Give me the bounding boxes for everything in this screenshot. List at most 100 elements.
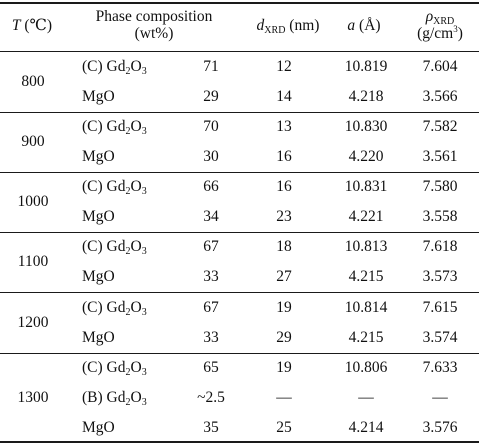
d-xrd-cell: — — [276, 389, 292, 406]
lattice-a-cell: 4.221 — [348, 208, 384, 225]
temperature-cell: 800 — [21, 73, 45, 90]
wt-percent-cell: 35 — [203, 419, 219, 436]
d-xrd-cell: 25 — [276, 419, 292, 436]
phase-subscript: 3 — [141, 126, 147, 137]
wt-percent-cell: ~2.5 — [197, 389, 225, 406]
phase-name-text: MgO — [82, 88, 115, 105]
d-xrd-cell: 13 — [276, 118, 292, 135]
wt-percent-cell: 67 — [203, 299, 219, 316]
wt-percent-cell: 29 — [203, 88, 219, 105]
lattice-a-cell: 10.813 — [344, 238, 388, 255]
phase-name-text: O — [130, 58, 142, 75]
d-xrd-cell: 14 — [276, 88, 292, 105]
phase-name-text: O — [130, 238, 142, 255]
group-rule — [0, 292, 479, 293]
bottom-rule — [0, 441, 479, 443]
lattice-a-cell: 4.215 — [348, 329, 384, 346]
group-rule — [0, 172, 479, 173]
d-xrd-cell: 23 — [276, 208, 292, 225]
rho-xrd-cell: — — [432, 389, 448, 406]
lattice-a-cell: 10.830 — [344, 118, 388, 135]
phase-name-text: (C) Gd — [82, 238, 126, 255]
phase-name-cell: MgO — [82, 148, 182, 166]
phase-name-text: (C) Gd — [82, 299, 126, 316]
phase-subscript: 2 — [125, 66, 131, 77]
phase-name-text: O — [130, 299, 142, 316]
phase-subscript: 2 — [125, 126, 131, 137]
d-xrd-cell: 16 — [276, 178, 292, 195]
wt-percent-cell: 71 — [203, 58, 219, 75]
header-temperature: T (℃) — [11, 17, 53, 34]
phase-name-cell: (C) Gd2O3 — [82, 58, 182, 77]
phase-subscript: 2 — [125, 246, 131, 257]
temperature-cell: 1100 — [17, 253, 49, 270]
d-xrd-cell: 16 — [276, 148, 292, 165]
lattice-a-cell: 10.819 — [344, 58, 388, 75]
header-phase-composition: Phase composition (wt%) — [95, 8, 213, 42]
rho-xrd-cell: 3.566 — [422, 88, 458, 105]
rho-xrd-cell: 3.573 — [422, 268, 458, 285]
rho-xrd-cell: 7.615 — [422, 299, 458, 316]
phase-subscript: 3 — [141, 186, 147, 197]
header-d-xrd: dXRD (nm) — [256, 17, 320, 36]
phase-name-text: O — [130, 178, 142, 195]
wt-percent-cell: 33 — [203, 268, 219, 285]
lattice-a-cell: 4.215 — [348, 268, 384, 285]
rho-xrd-cell: 3.574 — [422, 329, 458, 346]
phase-subscript: 2 — [125, 307, 131, 318]
d-xrd-cell: 18 — [276, 238, 292, 255]
wt-percent-cell: 30 — [203, 148, 219, 165]
rho-xrd-cell: 7.633 — [422, 359, 458, 376]
phase-subscript: 3 — [141, 246, 147, 257]
phase-name-text: MgO — [82, 268, 115, 285]
phase-name-cell: (C) Gd2O3 — [82, 118, 182, 137]
phase-name-cell: MgO — [82, 208, 182, 226]
phase-subscript: 2 — [125, 367, 131, 378]
temperature-cell: 1200 — [17, 314, 49, 331]
phase-name-text: (C) Gd — [82, 359, 126, 376]
wt-percent-cell: 34 — [203, 208, 219, 225]
rho-xrd-cell: 3.576 — [422, 419, 458, 436]
rho-xrd-cell: 7.580 — [422, 178, 458, 195]
group-rule — [0, 232, 479, 233]
temperature-cell: 900 — [21, 133, 45, 150]
group-rule — [0, 353, 479, 354]
phase-subscript: 3 — [141, 66, 147, 77]
top-rule — [0, 2, 479, 4]
wt-percent-cell: 66 — [203, 178, 219, 195]
phase-name-cell: (C) Gd2O3 — [82, 299, 182, 318]
phase-name-cell: MgO — [82, 88, 182, 106]
phase-subscript: 3 — [141, 367, 147, 378]
d-xrd-cell: 27 — [276, 268, 292, 285]
phase-name-cell: (C) Gd2O3 — [82, 238, 182, 257]
lattice-a-cell: 4.218 — [348, 88, 384, 105]
phase-subscript: 2 — [125, 397, 131, 408]
d-xrd-cell: 19 — [276, 299, 292, 316]
phase-name-text: (C) Gd — [82, 118, 126, 135]
header-rule — [0, 51, 479, 52]
group-rule — [0, 112, 479, 113]
wt-percent-cell: 33 — [203, 329, 219, 346]
d-xrd-cell: 29 — [276, 329, 292, 346]
phase-name-cell: (C) Gd2O3 — [82, 359, 182, 378]
phase-name-text: (C) Gd — [82, 58, 126, 75]
rho-xrd-cell: 7.604 — [422, 58, 458, 75]
lattice-a-cell: 10.814 — [344, 299, 388, 316]
lattice-a-cell: 10.831 — [344, 178, 388, 195]
rho-xrd-cell: 7.582 — [422, 118, 458, 135]
phase-name-text: MgO — [82, 329, 115, 346]
header-lattice-a: a (Å) — [347, 17, 381, 34]
phase-subscript: 2 — [125, 186, 131, 197]
phase-name-cell: MgO — [82, 268, 182, 286]
header-rho-xrd: ρXRD (g/cm3) — [417, 8, 463, 42]
lattice-a-cell: 10.806 — [344, 359, 388, 376]
phase-subscript: 3 — [141, 397, 147, 408]
phase-name-text: O — [130, 118, 142, 135]
phase-name-cell: (B) Gd2O3 — [82, 389, 182, 408]
rho-xrd-cell: 3.558 — [422, 208, 458, 225]
wt-percent-cell: 67 — [203, 238, 219, 255]
d-xrd-cell: 12 — [276, 58, 292, 75]
phase-name-text: (B) Gd — [82, 389, 126, 406]
wt-percent-cell: 65 — [203, 359, 219, 376]
temperature-cell: 1300 — [17, 389, 49, 406]
